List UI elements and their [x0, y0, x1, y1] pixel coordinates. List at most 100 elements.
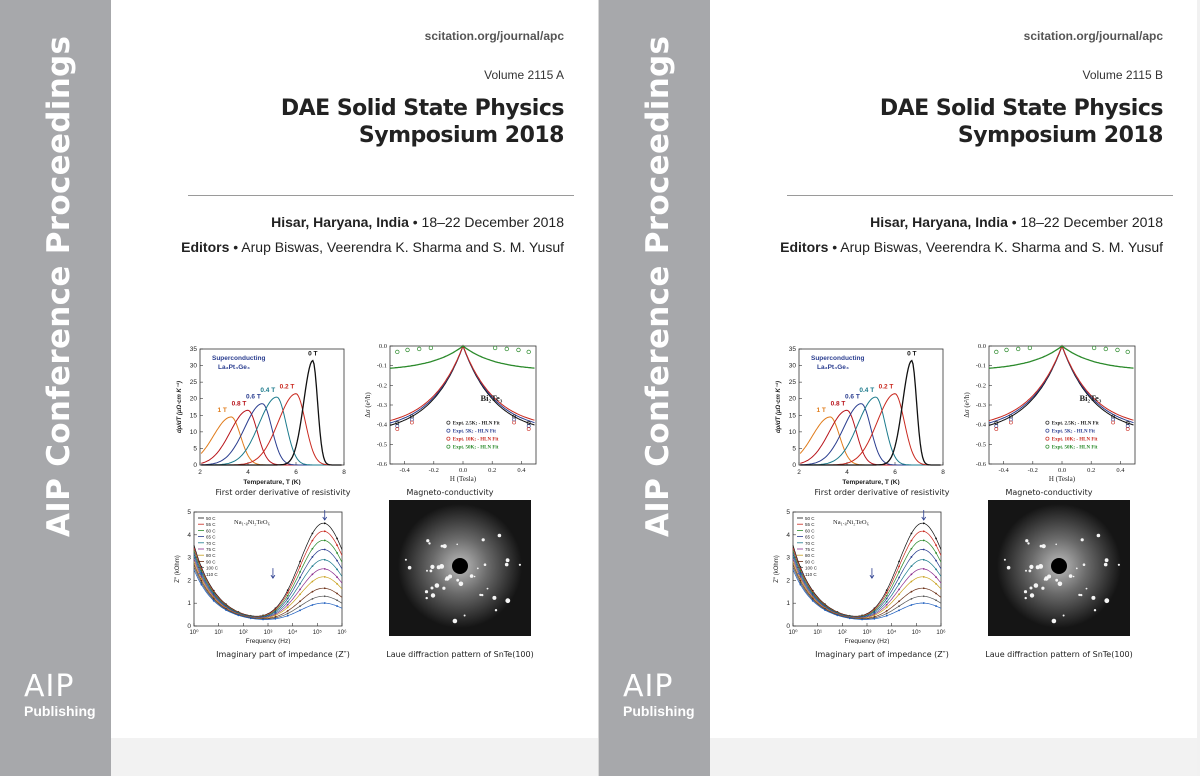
x-tick-label: 10⁴ [887, 629, 897, 636]
laue-spot [424, 590, 429, 594]
y-tick-label: 1 [187, 600, 191, 607]
data-point [861, 618, 863, 621]
y-axis-label: Z″ (kOhm) [175, 555, 181, 582]
legend-entry: 50 C [805, 516, 815, 521]
x-tick-label: 6 [893, 469, 897, 476]
y-tick-label: -0.5 [976, 441, 986, 448]
laue-spot [1117, 563, 1120, 566]
data-point [262, 618, 264, 621]
impedance-chart-svg: 10⁰ 10¹ 10² 10³ 10⁴ 10⁵ 10⁶ 0 1 2 3 4 5 Frequency (Hz… [175, 509, 347, 644]
impedance-curve [193, 558, 343, 619]
data-point [311, 556, 314, 558]
legend-entry: 50 C [206, 516, 216, 521]
data-point [910, 547, 913, 550]
x-tick-label: 8 [941, 469, 945, 476]
legend-marker [1045, 420, 1050, 425]
data-point [910, 597, 913, 600]
laue-spot [1091, 595, 1096, 600]
laue-spot [404, 558, 407, 561]
y-tick-label: 4 [187, 532, 191, 539]
y-tick-label: 10 [190, 429, 198, 436]
data-marker [1016, 346, 1021, 352]
laue-spot [426, 539, 430, 543]
aip-publishing-logo: AIP Publishing [623, 672, 695, 720]
data-point [873, 610, 876, 613]
laue-spot [469, 574, 474, 578]
laue-spot [1078, 593, 1081, 597]
y-tick-label: -0.6 [976, 461, 987, 468]
data-point [249, 617, 252, 620]
laue-spot [426, 569, 428, 572]
data-point [885, 603, 888, 606]
material-label-1: Superconducting [811, 355, 864, 362]
data-point [922, 575, 925, 578]
laue-spot [1029, 593, 1035, 598]
editors-label: Editors [780, 239, 829, 255]
venue-dates: • 18–22 December 2018 [1007, 214, 1163, 230]
laue-spot [1025, 569, 1027, 572]
fit-curve [389, 344, 535, 422]
data-point [935, 552, 937, 554]
impedance-curve [792, 569, 942, 620]
data-point [885, 591, 888, 594]
laue-spot [440, 544, 444, 548]
data-point [237, 614, 240, 617]
editors-line: Editors • Arup Biswas, Veerendra K. Shar… [780, 239, 1163, 255]
x-tick-label: 6 [294, 469, 298, 476]
proceedings-title: DAE Solid State Physics Symposium 2018 [880, 95, 1164, 149]
fit-curve [988, 345, 1134, 369]
y-tick-label: 5 [786, 509, 790, 516]
data-point [885, 612, 888, 615]
laue-spot [518, 563, 521, 566]
impedance-curve [193, 522, 343, 617]
caption-resistivity: First order derivative of resistivity [215, 488, 351, 497]
data-point [898, 600, 900, 603]
data-point [225, 609, 227, 611]
legend-entry: 70 C [206, 541, 216, 546]
fit-curve [988, 344, 1134, 422]
y-tick-label: -0.2 [377, 382, 387, 389]
legend-marker [446, 428, 451, 433]
x-tick-label: 10¹ [813, 630, 822, 636]
data-point [885, 594, 888, 597]
data-point [299, 560, 301, 563]
impedance-curve [792, 549, 942, 618]
data-point [873, 614, 876, 617]
legend-marker [1045, 436, 1050, 441]
impedance-curve [193, 566, 343, 620]
curve-04T [201, 396, 342, 466]
data-point [299, 582, 301, 585]
magneto-conductivity-chart: -0.4 -0.2 0.0 0.2 0.4 0.0 -0.1 -0.2 -0.3 -0.4 -0.5… [362, 340, 544, 486]
data-point [935, 605, 937, 607]
impedance-curve [193, 564, 343, 620]
data-point [935, 559, 937, 562]
impedance-curve [193, 569, 343, 620]
laue-pattern-image-svg [988, 500, 1130, 636]
material-label-2: La₃Pt₄Ge₄ [218, 364, 250, 371]
laue-spot [1093, 609, 1097, 612]
title-line-2: Symposium 2018 [957, 123, 1164, 148]
y-tick-label: 20 [789, 396, 797, 403]
laue-pattern-image-svg [389, 500, 531, 636]
editors-line: Editors • Arup Biswas, Veerendra K. Shar… [181, 239, 564, 255]
curve-label: 0 T [308, 351, 317, 358]
y-tick-label: 25 [190, 379, 198, 386]
impedance-curve [792, 561, 942, 619]
laue-spot [1023, 590, 1028, 594]
magneto-conductivity-chart-svg: -0.4 -0.2 0.0 0.2 0.4 0.0 -0.1 -0.2 -0.3 -0.4 -0.5… [364, 343, 537, 483]
y-tick-label: 0.0 [379, 343, 387, 350]
spine-title: AIP Conference Proceedings [41, 35, 77, 537]
x-tick-label: 10⁵ [313, 629, 323, 636]
data-marker [1125, 349, 1130, 355]
data-point [935, 537, 937, 540]
legend-entry: 100 C [805, 566, 818, 571]
laue-spot [505, 598, 511, 604]
data-point [898, 605, 900, 608]
data-point [922, 602, 925, 604]
x-axis-label: H (Tesla) [1049, 475, 1076, 483]
caption-laue: Laue diffraction pattern of SnTe(100) [386, 650, 534, 659]
logo-sub: Publishing [623, 703, 695, 719]
impedance-curve [792, 558, 942, 619]
peak-arrow-head [869, 574, 875, 579]
laue-spot [430, 564, 435, 569]
